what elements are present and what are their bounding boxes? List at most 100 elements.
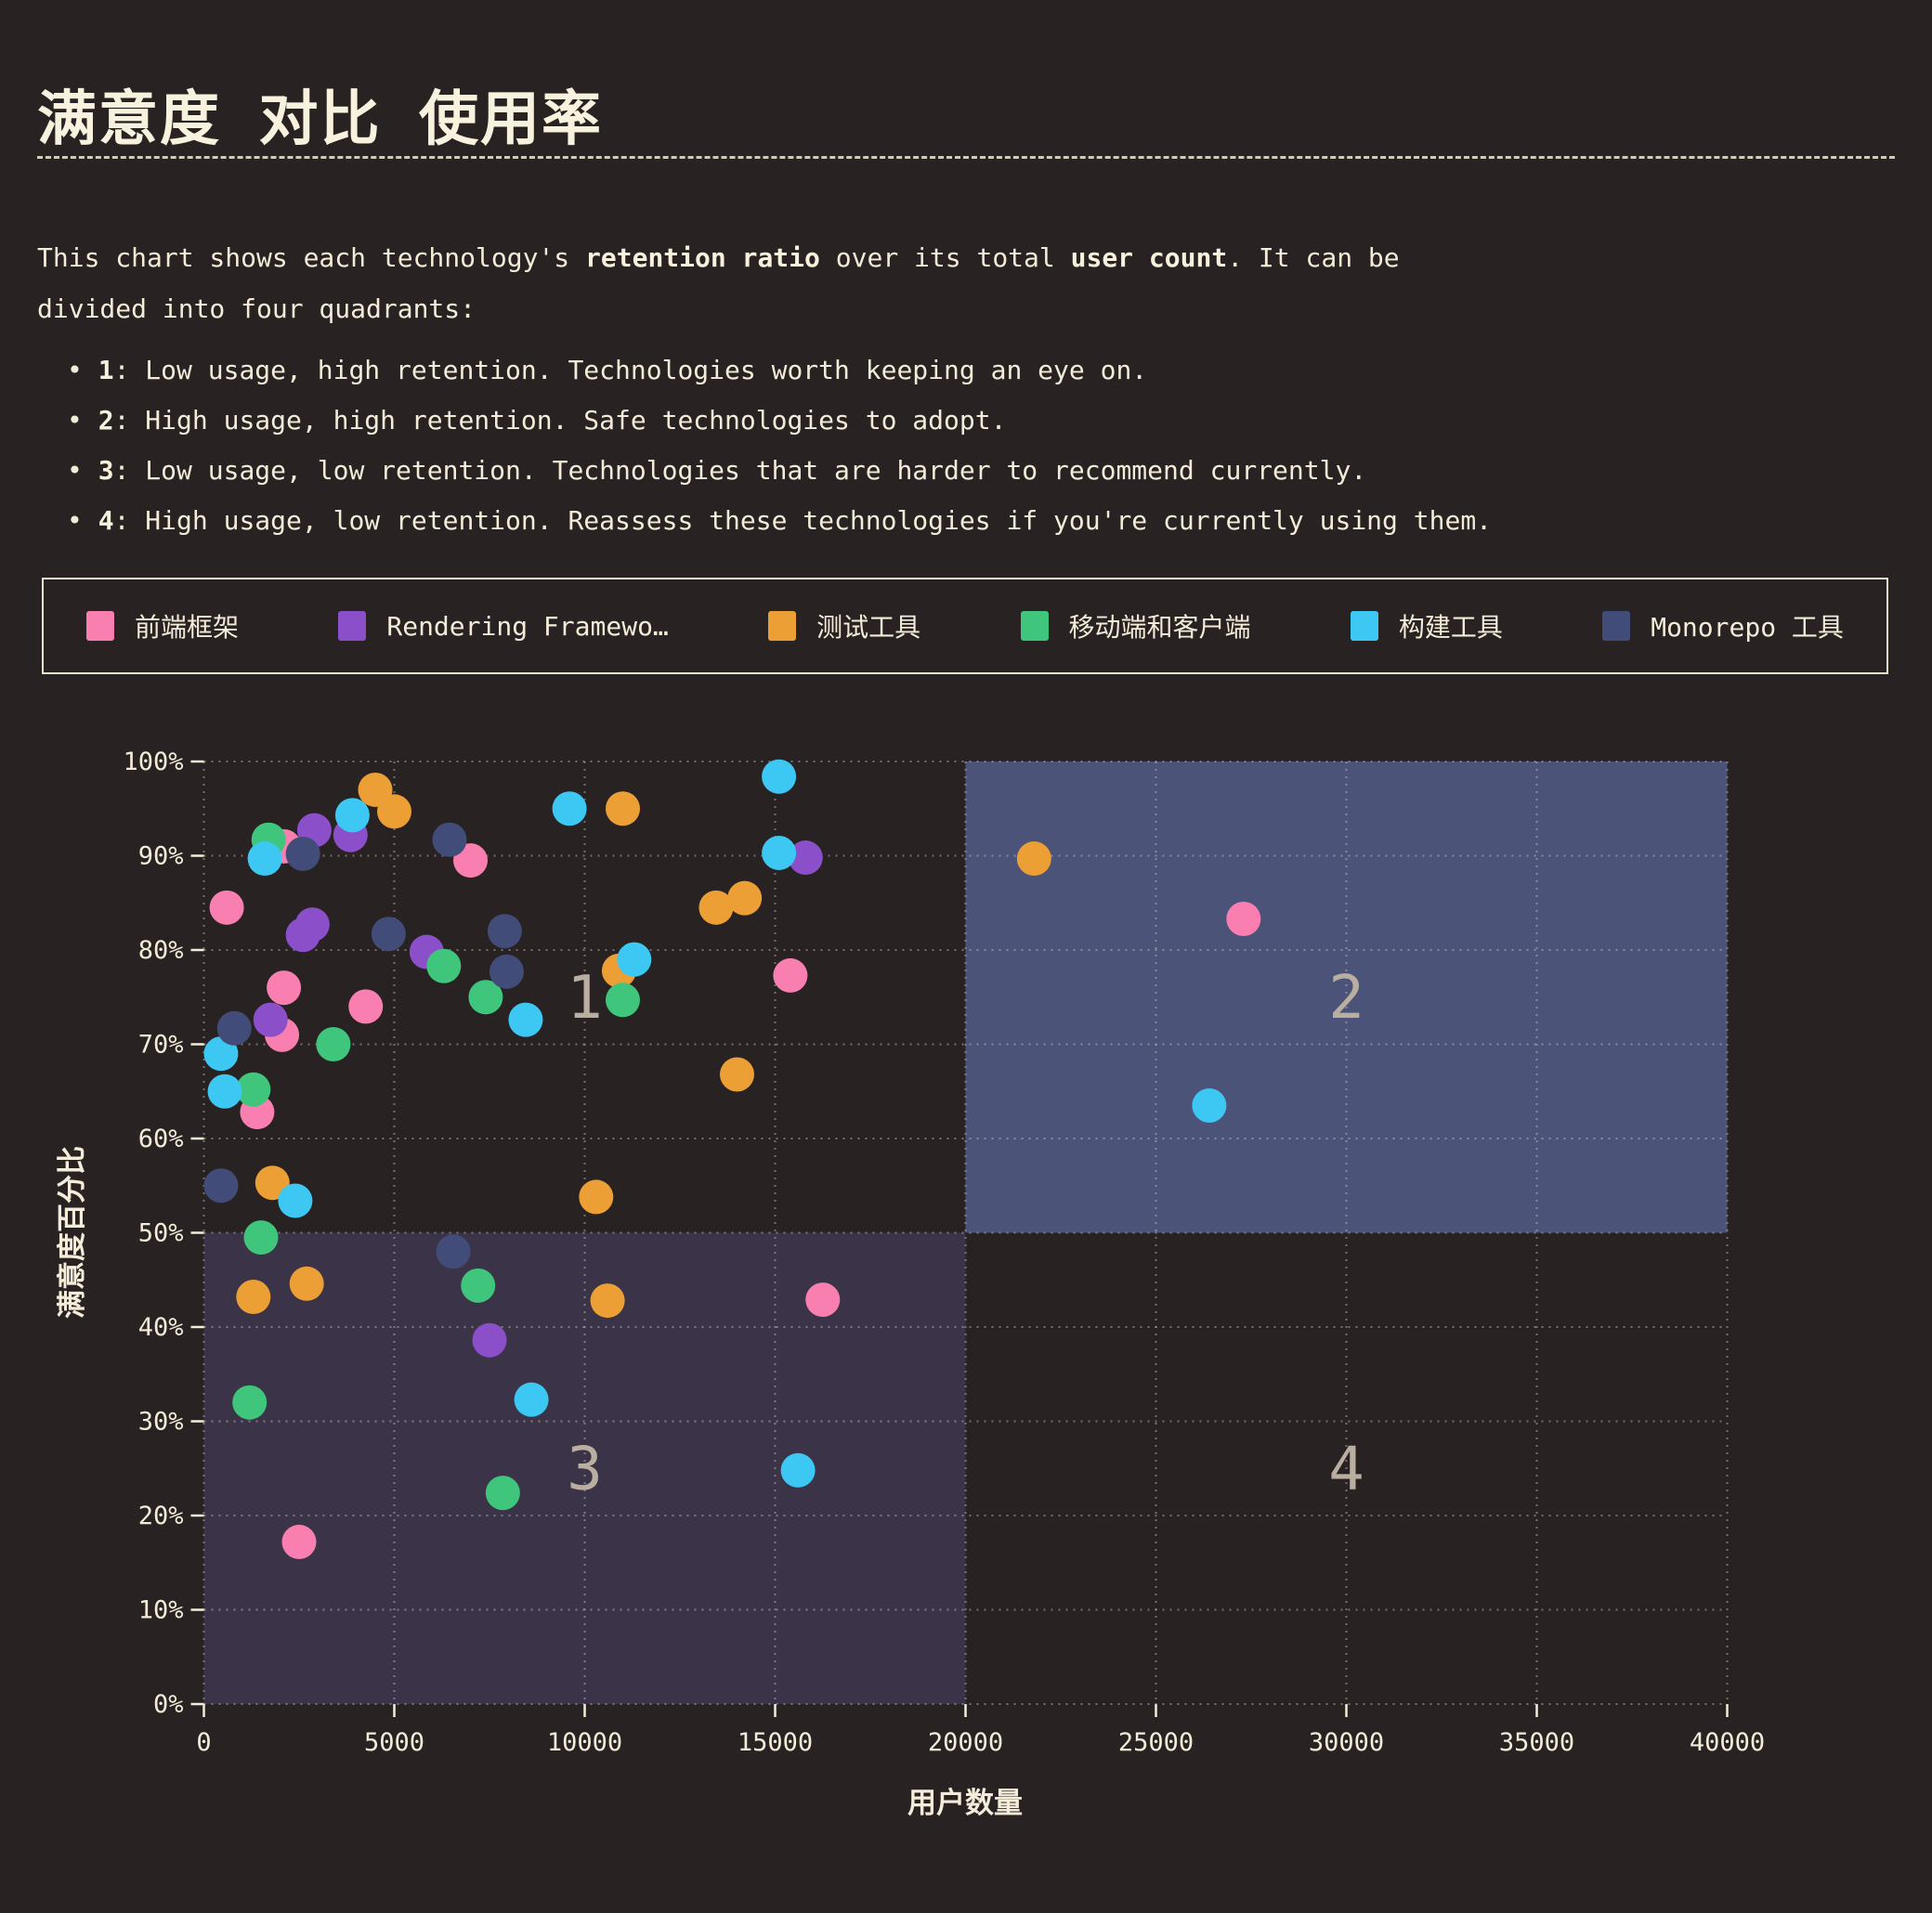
x-tick-label: 15000 — [738, 1728, 813, 1757]
x-tick-label: 10000 — [547, 1728, 622, 1757]
data-point-series-5[interactable] — [371, 917, 406, 952]
data-point-series-3[interactable] — [243, 1220, 279, 1256]
data-point-series-4[interactable] — [207, 1074, 242, 1109]
data-point-series-3[interactable] — [232, 1385, 268, 1420]
data-point-series-4[interactable] — [334, 798, 370, 833]
data-point-series-0[interactable] — [281, 1524, 317, 1559]
legend-swatch — [1350, 611, 1378, 641]
y-tick-label: 20% — [138, 1502, 184, 1530]
quadrant-bullet: 2: High usage, high retention. Safe tech… — [67, 396, 1702, 446]
legend-label: Rendering Framewo… — [386, 610, 669, 642]
data-point-series-3[interactable] — [461, 1268, 496, 1303]
data-point-series-4[interactable] — [552, 791, 587, 826]
data-point-series-2[interactable] — [579, 1179, 614, 1215]
legend-item-1[interactable]: Rendering Framewo… — [338, 610, 669, 642]
data-point-series-1[interactable] — [788, 840, 823, 876]
y-tick-label: 10% — [138, 1596, 184, 1625]
data-point-series-4[interactable] — [247, 841, 282, 877]
data-point-series-5[interactable] — [285, 836, 320, 871]
data-point-series-2[interactable] — [727, 880, 763, 916]
data-point-series-2[interactable] — [606, 791, 640, 826]
x-tick-label: 5000 — [364, 1728, 424, 1757]
data-point-series-4[interactable] — [508, 1002, 543, 1037]
data-point-series-5[interactable] — [432, 822, 467, 857]
data-point-series-0[interactable] — [267, 970, 302, 1006]
data-point-series-1[interactable] — [253, 1002, 288, 1037]
x-tick-label: 40000 — [1690, 1728, 1765, 1757]
x-tick-label: 30000 — [1309, 1728, 1384, 1757]
legend-label: 移动端和客户端 — [1068, 612, 1251, 643]
data-point-series-5[interactable] — [203, 1168, 239, 1204]
data-point-series-3[interactable] — [316, 1027, 351, 1061]
data-point-series-4[interactable] — [203, 1036, 239, 1072]
description-segment: user count — [1070, 242, 1228, 273]
data-point-series-2[interactable] — [590, 1283, 625, 1319]
data-point-series-2[interactable] — [698, 890, 734, 925]
legend-item-4[interactable]: 构建工具 — [1350, 607, 1503, 644]
description-segment: This chart shows each technology's — [37, 242, 586, 273]
description-segment: . It can be divided into four quadrants: — [37, 242, 1400, 324]
data-point-series-4[interactable] — [1192, 1087, 1227, 1123]
x-axis-title: 用户数量 — [907, 1787, 1023, 1820]
data-point-series-2[interactable] — [720, 1057, 754, 1092]
data-point-series-5[interactable] — [489, 954, 524, 989]
y-tick-label: 100% — [123, 748, 183, 776]
x-tick-label: 25000 — [1118, 1728, 1194, 1757]
page-title: 满意度 对比 使用率 — [37, 85, 604, 154]
data-point-series-2[interactable] — [1016, 841, 1051, 877]
data-point-series-4[interactable] — [278, 1183, 313, 1218]
data-point-series-3[interactable] — [236, 1072, 271, 1107]
data-point-series-1[interactable] — [294, 907, 330, 943]
description-segment: retention ratio — [585, 242, 820, 273]
quadrant-3-region — [203, 1232, 966, 1704]
data-point-series-3[interactable] — [485, 1476, 520, 1511]
data-point-series-4[interactable] — [514, 1382, 549, 1417]
data-point-series-5[interactable] — [436, 1234, 471, 1269]
data-point-series-3[interactable] — [426, 948, 462, 983]
legend-swatch — [338, 611, 367, 641]
quadrant-bullet: 1: Low usage, high retention. Technologi… — [67, 345, 1702, 396]
data-point-series-0[interactable] — [209, 890, 244, 925]
legend-swatch — [768, 611, 797, 641]
data-point-series-2[interactable] — [377, 794, 411, 829]
chart-layers: 0 5000 10000 15000 20000 25000 30000 35000 40000… — [123, 748, 1765, 1757]
legend-label: Monorepo 工具 — [1651, 612, 1844, 643]
data-point-series-4[interactable] — [617, 942, 652, 977]
chart-description: This chart shows each technology's reten… — [37, 232, 1449, 334]
data-point-series-1[interactable] — [472, 1322, 507, 1358]
y-tick-label: 80% — [138, 936, 184, 965]
data-point-series-3[interactable] — [468, 980, 503, 1015]
data-point-series-0[interactable] — [805, 1282, 841, 1318]
legend-item-5[interactable]: Monorepo 工具 — [1602, 607, 1844, 644]
y-tick-label: 50% — [138, 1219, 184, 1248]
quadrant-chart: 0 5000 10000 15000 20000 25000 30000 35000 40000… — [56, 748, 1765, 1820]
legend-label: 前端框架 — [135, 612, 240, 643]
y-axis-title: 满意度百分比 — [56, 1146, 89, 1319]
data-point-series-2[interactable] — [289, 1266, 324, 1301]
data-point-series-2[interactable] — [236, 1280, 271, 1315]
quadrant-1-label: 1 — [567, 964, 603, 1033]
y-tick-label: 70% — [138, 1031, 184, 1060]
y-tick-label: 60% — [138, 1125, 184, 1153]
legend-item-3[interactable]: 移动端和客户端 — [1020, 607, 1251, 644]
quadrant-bullet-list: 1: Low usage, high retention. Technologi… — [67, 345, 1702, 546]
legend-item-2[interactable]: 测试工具 — [768, 607, 920, 644]
y-tick-label: 40% — [138, 1313, 184, 1342]
data-point-series-0[interactable] — [348, 989, 384, 1024]
x-tick-label: 20000 — [928, 1728, 1003, 1757]
quadrant-4-label: 4 — [1328, 1435, 1364, 1503]
chart-area: 0 5000 10000 15000 20000 25000 30000 35000 40000… — [0, 702, 1932, 1909]
legend-swatch — [86, 611, 114, 641]
data-point-series-5[interactable] — [487, 914, 522, 949]
data-point-series-4[interactable] — [780, 1452, 816, 1488]
data-point-series-4[interactable] — [762, 835, 797, 870]
data-point-series-3[interactable] — [606, 983, 640, 1018]
data-point-series-0[interactable] — [453, 843, 488, 878]
quadrant-2-region — [965, 761, 1728, 1233]
data-point-series-0[interactable] — [773, 957, 808, 993]
y-tick-label: 30% — [138, 1408, 184, 1437]
data-point-series-0[interactable] — [1226, 902, 1261, 937]
data-point-series-4[interactable] — [762, 759, 797, 794]
data-point-series-5[interactable] — [216, 1010, 252, 1046]
legend-item-0[interactable]: 前端框架 — [86, 607, 239, 644]
